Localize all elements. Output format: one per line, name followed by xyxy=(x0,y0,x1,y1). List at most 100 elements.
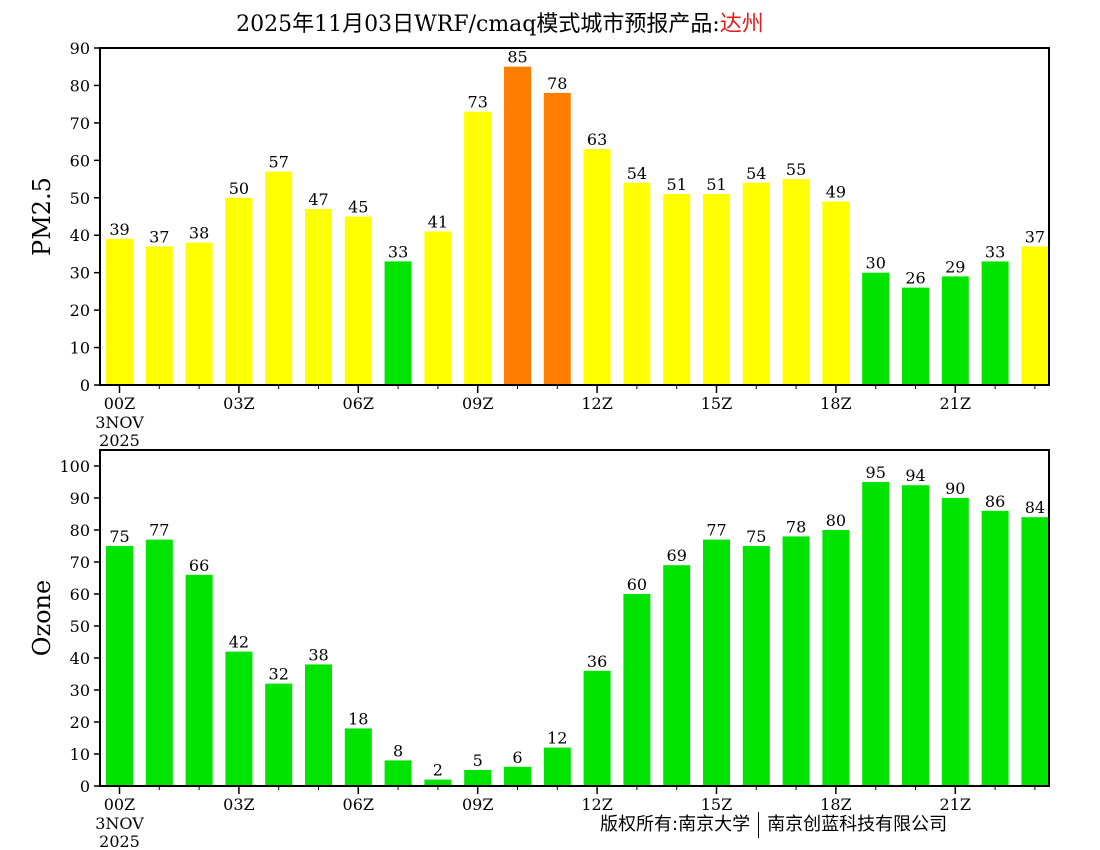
ozone-ytick-label: 40 xyxy=(70,649,90,668)
pm25-value-label: 30 xyxy=(866,254,886,273)
pm25-xtick-label: 06Z xyxy=(343,394,374,413)
pm25-bar xyxy=(145,246,173,385)
pm25-xtick-label: 15Z xyxy=(701,394,732,413)
ozone-bar xyxy=(424,779,452,786)
ozone-ytick-label: 20 xyxy=(70,713,90,732)
ozone-bar xyxy=(941,498,969,786)
ozone-bar xyxy=(384,760,412,786)
ozone-date-label: 2025 xyxy=(99,832,140,850)
pm25-value-label: 51 xyxy=(706,175,726,194)
ozone-value-label: 2 xyxy=(433,761,443,780)
pm25-bar xyxy=(742,182,770,385)
pm25-xtick-label: 03Z xyxy=(223,394,254,413)
pm25-value-label: 49 xyxy=(826,183,846,202)
ozone-bar xyxy=(504,766,531,786)
pm25-value-label: 54 xyxy=(627,164,647,183)
title-city: 达州 xyxy=(719,12,764,37)
pm25-bar xyxy=(384,261,412,385)
ozone-ytick-label: 10 xyxy=(70,745,90,764)
pm25-ytick-label: 90 xyxy=(70,39,90,58)
pm25-xtick-label: 09Z xyxy=(462,394,493,413)
pm25-panel: 39 37 38 50 57 47 45 33 41 73 85 78 63 54 51 51 54 55 49 30… xyxy=(28,39,1050,450)
ozone-bar xyxy=(106,546,133,786)
pm25-bar xyxy=(941,276,969,385)
pm25-bar xyxy=(464,111,492,385)
pm25-ytick-label: 50 xyxy=(70,189,90,208)
ozone-bar xyxy=(663,565,691,786)
copyright-right: 南京创蓝科技有限公司 xyxy=(767,814,948,835)
pm25-value-label: 50 xyxy=(229,179,249,198)
pm25-bar xyxy=(623,182,651,385)
ozone-xtick-label: 00Z xyxy=(104,795,135,814)
ozone-value-label: 38 xyxy=(308,645,328,664)
ozone-value-label: 90 xyxy=(945,479,965,498)
ozone-bar xyxy=(344,728,372,786)
ozone-value-label: 60 xyxy=(627,575,647,594)
pm25-xtick-label: 21Z xyxy=(940,394,971,413)
ozone-xtick-label: 06Z xyxy=(343,795,374,814)
pm25-bar xyxy=(225,197,253,385)
pm25-value-label: 51 xyxy=(667,175,687,194)
ozone-xtick-label: 09Z xyxy=(462,795,493,814)
ozone-ytick-label: 80 xyxy=(70,521,90,540)
ozone-value-label: 86 xyxy=(985,492,1005,511)
pm25-bar xyxy=(185,242,213,385)
pm25-bar xyxy=(504,66,531,385)
pm25-value-label: 38 xyxy=(189,224,209,243)
pm25-value-label: 54 xyxy=(746,164,766,183)
ozone-value-label: 77 xyxy=(706,521,726,540)
pm25-value-label: 26 xyxy=(905,269,925,288)
ozone-ytick-label: 100 xyxy=(59,457,90,476)
pm25-bar xyxy=(106,239,133,385)
ozone-value-label: 42 xyxy=(229,633,249,652)
ozone-value-label: 5 xyxy=(473,751,483,770)
ozone-value-label: 69 xyxy=(667,546,687,565)
ozone-xtick-label: 03Z xyxy=(223,795,254,814)
pm25-ytick-label: 60 xyxy=(70,151,90,170)
pm25-value-label: 57 xyxy=(269,153,289,172)
pm25-value-label: 55 xyxy=(786,160,806,179)
ozone-value-label: 84 xyxy=(1025,498,1045,517)
ozone-value-label: 78 xyxy=(786,517,806,536)
ozone-bar xyxy=(981,510,1009,786)
ozone-bar xyxy=(862,482,890,786)
ozone-ytick-label: 0 xyxy=(80,777,90,796)
pm25-value-label: 29 xyxy=(945,257,965,276)
pm25-date-label: 2025 xyxy=(99,431,140,450)
ozone-bar xyxy=(225,651,253,786)
pm25-ylabel: PM2.5 xyxy=(28,177,56,256)
pm25-bar xyxy=(902,287,929,385)
ozone-value-label: 8 xyxy=(393,741,403,760)
copyright-separator xyxy=(758,812,760,838)
ozone-xtick-label: 12Z xyxy=(581,795,612,814)
copyright-footer: 版权所有:南京大学 南京创蓝科技有限公司 xyxy=(600,810,947,838)
ozone-ylabel: Ozone xyxy=(28,580,56,656)
ozone-bar xyxy=(623,594,651,786)
pm25-ytick-label: 0 xyxy=(80,376,90,395)
ozone-value-label: 75 xyxy=(109,527,129,546)
ozone-bar xyxy=(583,670,611,786)
ozone-ytick-label: 50 xyxy=(70,617,90,636)
ozone-ytick-label: 30 xyxy=(70,681,90,700)
ozone-value-label: 18 xyxy=(348,709,368,728)
ozone-plot-frame xyxy=(99,449,1050,787)
ozone-bar xyxy=(742,546,770,786)
pm25-value-label: 73 xyxy=(468,93,488,112)
ozone-value-label: 36 xyxy=(587,652,607,671)
pm25-bar xyxy=(822,201,850,385)
pm25-value-label: 63 xyxy=(587,130,607,149)
ozone-value-label: 75 xyxy=(746,527,766,546)
pm25-value-label: 78 xyxy=(547,74,567,93)
ozone-panel: 75 77 66 42 32 38 18 8 2 5 6 12 36 60 69 77 75 78 80 95 94 90… xyxy=(28,449,1050,850)
ozone-ytick-label: 60 xyxy=(70,585,90,604)
ozone-value-label: 12 xyxy=(547,729,567,748)
pm25-ytick-label: 40 xyxy=(70,226,90,245)
ozone-bar xyxy=(902,485,929,786)
pm25-ytick-label: 70 xyxy=(70,114,90,133)
ozone-bar xyxy=(543,747,571,786)
pm25-bar xyxy=(543,92,571,386)
pm25-xtick-label: 18Z xyxy=(820,394,851,413)
pm25-bar xyxy=(583,149,611,385)
ozone-bar xyxy=(822,530,850,786)
